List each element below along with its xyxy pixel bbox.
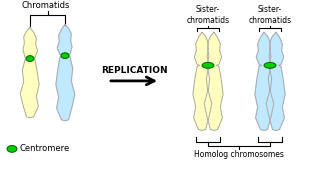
Text: REPLICATION: REPLICATION: [101, 66, 167, 75]
Polygon shape: [204, 32, 223, 130]
Ellipse shape: [61, 53, 69, 59]
Text: Sister-
chromatids: Sister- chromatids: [187, 5, 229, 25]
Text: Chromatids: Chromatids: [21, 1, 70, 10]
Text: Sister-
chromatids: Sister- chromatids: [248, 5, 292, 25]
Polygon shape: [255, 32, 274, 130]
Polygon shape: [56, 25, 75, 121]
Polygon shape: [193, 32, 212, 130]
Polygon shape: [266, 32, 285, 130]
Ellipse shape: [264, 62, 276, 68]
Ellipse shape: [26, 56, 34, 61]
Text: Homolog chromosomes: Homolog chromosomes: [194, 150, 284, 159]
Ellipse shape: [202, 62, 214, 68]
Ellipse shape: [7, 146, 17, 152]
Text: Centromere: Centromere: [20, 144, 70, 153]
Polygon shape: [20, 28, 39, 118]
